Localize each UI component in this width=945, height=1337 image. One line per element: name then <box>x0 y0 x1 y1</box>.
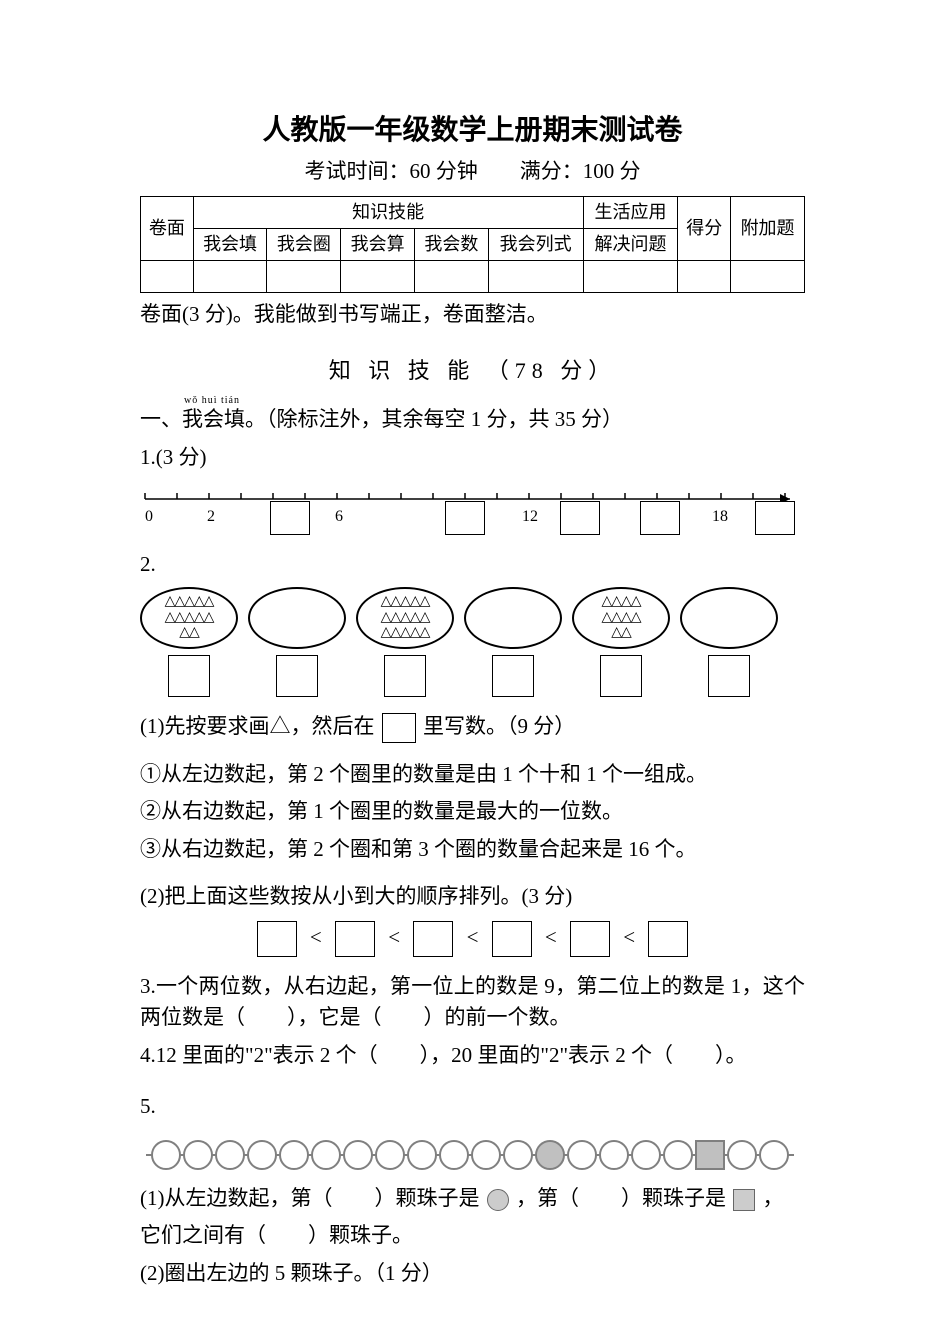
lt-symbol: < <box>467 925 479 949</box>
score-cell[interactable] <box>341 260 415 292</box>
col-zhishi: 知识技能 <box>193 196 583 228</box>
score-cell[interactable] <box>488 260 583 292</box>
triangles: △△△△△ <box>165 610 214 625</box>
answer-box[interactable] <box>413 921 453 957</box>
q2-1-c: ③从右边数起，第 2 个圈和第 3 个圈的数量合起来是 16 个。 <box>140 834 805 866</box>
gray-square-icon <box>733 1189 755 1211</box>
answer-box[interactable] <box>335 921 375 957</box>
q3: 3.一个两位数，从右边起，第一位上的数是 9，第二位上的数是 1，这个两位数是（… <box>140 971 805 1034</box>
answer-box[interactable] <box>276 655 318 697</box>
page-subtitle: 考试时间：60 分钟 满分：100 分 <box>140 156 805 188</box>
answer-box[interactable] <box>755 501 795 535</box>
q2-1-prefix: (1)先按要求画△，然后在 <box>140 714 375 738</box>
note-line: 卷面(3 分)。我能做到书写端正，卷面整洁。 <box>140 299 805 331</box>
q5-2: (2)圈出左边的 5 颗珠子。（1 分） <box>140 1258 805 1290</box>
answer-box[interactable] <box>600 655 642 697</box>
triangles: △△△△ <box>601 610 640 625</box>
score-table: 卷面 知识技能 生活应用 得分 附加题 我会填 我会圈 我会算 我会数 我会列式… <box>140 196 805 293</box>
nl-num-12: 12 <box>522 508 538 525</box>
col-defen: 得分 <box>678 196 731 260</box>
box-icon <box>382 713 416 743</box>
q5-label: 5. <box>140 1091 805 1123</box>
lt-symbol: < <box>623 925 635 949</box>
nl-num-0: 0 <box>145 508 153 525</box>
score-cell[interactable] <box>141 260 194 292</box>
lt-symbol: < <box>388 925 400 949</box>
answer-box[interactable] <box>492 655 534 697</box>
q2-1: (1)先按要求画△，然后在 里写数。（9 分） <box>140 711 805 743</box>
subcol-tian: 我会填 <box>193 228 267 260</box>
subcol-suan: 我会算 <box>341 228 415 260</box>
q2-1-a: ①从左边数起，第 2 个圈里的数量是由 1 个十和 1 个一组成。 <box>140 759 805 791</box>
subcol-shu: 我会数 <box>414 228 488 260</box>
q5-1a: (1)从左边数起，第（ ）颗珠子是 <box>140 1186 480 1210</box>
col-fujia: 附加题 <box>731 196 805 260</box>
oval-2[interactable] <box>248 587 346 649</box>
triangles: △△△△△ <box>381 625 430 640</box>
answer-box[interactable] <box>708 655 750 697</box>
score-cell[interactable] <box>678 260 731 292</box>
q2-1-b: ②从右边数起，第 1 个圈里的数量是最大的一位数。 <box>140 796 805 828</box>
q2-2: (2)把上面这些数按从小到大的顺序排列。(3 分) <box>140 881 805 913</box>
answer-box[interactable] <box>648 921 688 957</box>
lt-symbol: < <box>545 925 557 949</box>
score-cell[interactable] <box>731 260 805 292</box>
oval-1: △△△△△ △△△△△ △△ <box>140 587 238 649</box>
q2-1-suffix: 里写数。（9 分） <box>423 714 575 738</box>
triangles: △△△△ <box>601 594 640 609</box>
triangles: △△△△△ <box>165 594 214 609</box>
page-title: 人教版一年级数学上册期末测试卷 <box>140 110 805 152</box>
oval-3: △△△△△ △△△△△ △△△△△ <box>356 587 454 649</box>
score-cell[interactable] <box>193 260 267 292</box>
q1-label: 1.(3 分) <box>140 442 805 474</box>
q5-1b: ，第（ ）颗珠子是 <box>516 1186 726 1210</box>
nl-num-18: 18 <box>712 508 728 525</box>
ordering-row: < < < < < <box>140 921 805 957</box>
answer-box[interactable] <box>168 655 210 697</box>
score-cell[interactable] <box>414 260 488 292</box>
section-header: 知 识 技 能 （78 分） <box>140 354 805 387</box>
q5-1d: 它们之间有（ ）颗珠子。 <box>140 1220 805 1252</box>
triangles: △△ <box>611 625 631 640</box>
triangles: △△ <box>179 625 199 640</box>
oval-answer-boxes <box>140 655 805 697</box>
answer-box[interactable] <box>640 501 680 535</box>
gray-circle-icon <box>487 1189 509 1211</box>
ovals-row: △△△△△ △△△△△ △△ △△△△△ △△△△△ △△△△△ △△△△ △△… <box>140 587 805 649</box>
q4: 4.12 里面的"2"表示 2 个（ ），20 里面的"2"表示 2 个（ ）。 <box>140 1040 805 1072</box>
triangles: △△△△△ <box>381 594 430 609</box>
oval-4[interactable] <box>464 587 562 649</box>
nl-num-6: 6 <box>335 508 343 525</box>
triangles: △△△△△ <box>381 610 430 625</box>
q2-label: 2. <box>140 549 805 581</box>
score-cell[interactable] <box>583 260 678 292</box>
subcol-lieshi: 我会列式 <box>488 228 583 260</box>
col-shenghuo: 生活应用 <box>583 196 678 228</box>
q5-1: (1)从左边数起，第（ ）颗珠子是 ，第（ ）颗珠子是 ， <box>140 1183 805 1215</box>
bead-svg <box>140 1129 805 1179</box>
answer-box[interactable] <box>560 501 600 535</box>
score-cell[interactable] <box>267 260 341 292</box>
answer-box[interactable] <box>492 921 532 957</box>
number-line: 0 2 6 12 18 <box>140 479 805 539</box>
subcol-quan: 我会圈 <box>267 228 341 260</box>
answer-box[interactable] <box>445 501 485 535</box>
pinyin: wǒ huì tián <box>184 397 805 404</box>
nl-num-2: 2 <box>207 508 215 525</box>
oval-5: △△△△ △△△△ △△ <box>572 587 670 649</box>
answer-box[interactable] <box>270 501 310 535</box>
q1-intro: 一、我会填。（除标注外，其余每空 1 分，共 35 分） <box>140 404 805 436</box>
oval-6[interactable] <box>680 587 778 649</box>
lt-symbol: < <box>310 925 322 949</box>
col-juanmian: 卷面 <box>141 196 194 260</box>
answer-box[interactable] <box>257 921 297 957</box>
answer-box[interactable] <box>570 921 610 957</box>
answer-box[interactable] <box>384 655 426 697</box>
bead-row <box>140 1129 805 1179</box>
subcol-jiejue: 解决问题 <box>583 228 678 260</box>
q5-1c: ， <box>763 1186 784 1210</box>
